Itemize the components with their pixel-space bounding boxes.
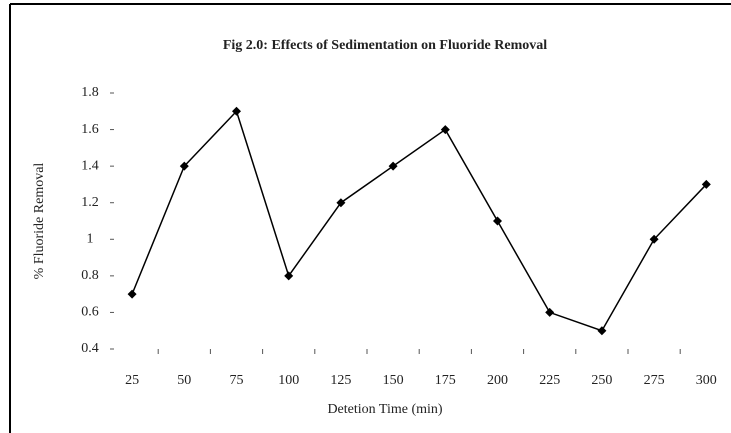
x-tick-label: 25 bbox=[125, 373, 139, 388]
x-tick-label: 225 bbox=[539, 373, 560, 388]
data-marker bbox=[701, 179, 711, 189]
data-marker bbox=[179, 161, 189, 171]
data-marker bbox=[597, 326, 607, 336]
data-marker bbox=[440, 125, 450, 135]
x-tick-label: 250 bbox=[591, 373, 612, 388]
data-marker bbox=[127, 289, 137, 299]
data-marker bbox=[493, 216, 502, 226]
y-tick-label: 0.6 bbox=[81, 305, 99, 320]
y-tick-label: 1.6 bbox=[81, 122, 99, 137]
x-tick-label: 200 bbox=[487, 373, 508, 388]
y-axis-label: % Fluoride Removal bbox=[32, 163, 47, 280]
x-axis-label: Detetion Time (min) bbox=[327, 402, 442, 417]
x-tick-label: 175 bbox=[435, 373, 456, 388]
x-tick-label: 100 bbox=[278, 373, 299, 388]
x-tick-label: 275 bbox=[644, 373, 665, 388]
y-tick-label: 0.8 bbox=[81, 268, 99, 283]
y-tick-label: 0.4 bbox=[81, 341, 99, 356]
y-tick-label: 1.8 bbox=[81, 85, 99, 100]
data-marker bbox=[284, 271, 294, 281]
x-tick-label: 125 bbox=[330, 373, 351, 388]
x-tick-label: 50 bbox=[177, 373, 191, 388]
x-tick-label: 150 bbox=[383, 373, 404, 388]
x-tick-label: 300 bbox=[696, 373, 717, 388]
y-tick-label: 1 bbox=[87, 232, 94, 247]
data-marker bbox=[336, 198, 346, 208]
data-line bbox=[131, 109, 707, 332]
data-marker bbox=[545, 307, 555, 317]
y-tick-label: 1.2 bbox=[81, 195, 99, 210]
data-marker bbox=[649, 234, 659, 244]
data-marker bbox=[388, 161, 398, 171]
data-marker bbox=[232, 106, 241, 116]
chart-title: Fig 2.0: Effects of Sedimentation on Flu… bbox=[223, 38, 547, 53]
x-tick-label: 75 bbox=[230, 373, 244, 388]
y-tick-label: 1.4 bbox=[81, 158, 99, 173]
